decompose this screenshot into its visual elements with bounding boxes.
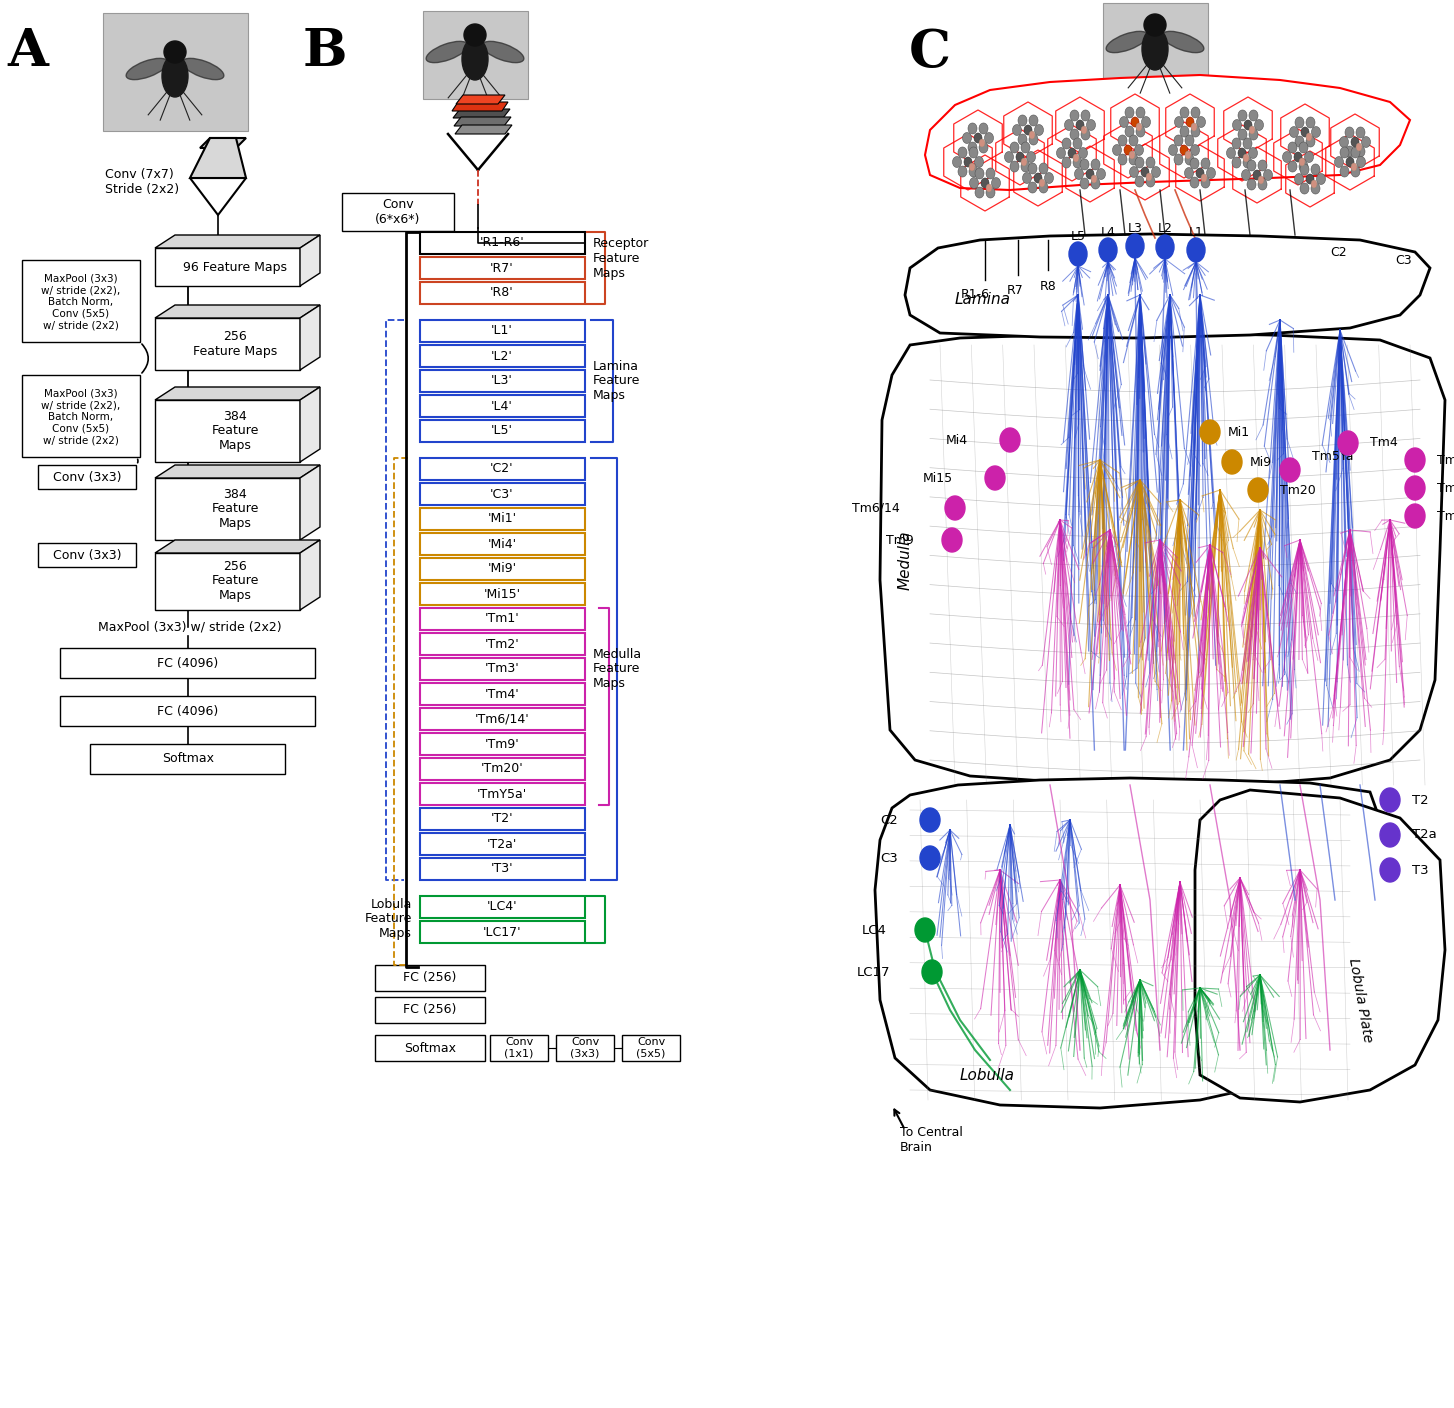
Text: Lamina
Feature
Maps: Lamina Feature Maps [593,359,640,403]
Ellipse shape [915,918,935,942]
Text: 256
Feature Maps: 256 Feature Maps [193,329,278,358]
Ellipse shape [968,166,979,177]
Ellipse shape [1106,31,1147,52]
Ellipse shape [986,187,995,199]
Ellipse shape [1073,153,1079,162]
Ellipse shape [1080,159,1089,170]
Text: MaxPool (3x3)
w/ stride (2x2),
Batch Norm,
Conv (5x5)
w/ stride (2x2): MaxPool (3x3) w/ stride (2x2), Batch Nor… [41,389,121,445]
Polygon shape [454,108,510,118]
Text: Tm2: Tm2 [1437,510,1454,522]
Ellipse shape [1237,130,1248,139]
Bar [420,634,585,655]
Ellipse shape [1186,117,1194,127]
Ellipse shape [1079,148,1088,159]
Ellipse shape [1316,173,1326,184]
Ellipse shape [1175,117,1184,128]
Ellipse shape [1185,168,1194,179]
Ellipse shape [1021,158,1027,166]
Polygon shape [190,177,246,215]
Ellipse shape [1242,169,1250,180]
Polygon shape [156,387,320,400]
Bar [342,193,454,231]
Ellipse shape [1298,142,1309,153]
Bar [156,400,300,462]
Ellipse shape [1255,120,1264,131]
Text: Mi9: Mi9 [1250,456,1272,469]
Polygon shape [880,334,1445,786]
Text: Conv
(3x3): Conv (3x3) [570,1038,599,1059]
Ellipse shape [1248,477,1268,503]
Ellipse shape [976,187,984,199]
Text: T2: T2 [1412,794,1429,807]
Bar [90,743,285,774]
Ellipse shape [1249,110,1258,121]
Ellipse shape [1191,127,1200,137]
Ellipse shape [1351,146,1359,158]
Ellipse shape [1027,152,1035,162]
Text: Medulla: Medulla [897,531,913,590]
Ellipse shape [1189,158,1200,169]
Text: 'C3': 'C3' [490,487,513,500]
Bar [375,997,486,1024]
Ellipse shape [1136,107,1144,118]
Text: R1-6: R1-6 [961,289,990,301]
Ellipse shape [1243,153,1249,162]
Text: 'R1-R6': 'R1-R6' [480,237,525,249]
Ellipse shape [952,156,961,168]
Text: Medulla
Feature
Maps: Medulla Feature Maps [593,648,643,690]
Text: 'LC4': 'LC4' [487,901,518,914]
Ellipse shape [1044,173,1054,183]
Ellipse shape [1080,130,1090,139]
Ellipse shape [1298,161,1309,172]
Ellipse shape [984,466,1005,490]
Text: 'Mi15': 'Mi15' [483,587,521,600]
Ellipse shape [1130,166,1138,177]
Ellipse shape [1351,137,1359,146]
Bar [420,583,585,605]
Ellipse shape [1073,138,1082,149]
Text: 'Tm9': 'Tm9' [484,738,519,750]
Text: 'L1': 'L1' [491,324,513,338]
Ellipse shape [1069,242,1088,266]
Ellipse shape [968,163,976,170]
Ellipse shape [968,146,979,158]
Ellipse shape [1357,156,1365,168]
Ellipse shape [1070,130,1079,139]
Ellipse shape [964,158,973,168]
Ellipse shape [1028,182,1037,193]
Text: Conv (3x3): Conv (3x3) [52,549,121,562]
Text: FC (256): FC (256) [403,972,457,984]
Ellipse shape [1021,161,1029,172]
Text: L2: L2 [1157,222,1172,235]
Ellipse shape [1181,145,1188,155]
Text: 'L5': 'L5' [491,424,513,438]
Ellipse shape [1162,31,1204,52]
Ellipse shape [1086,120,1095,131]
Text: LC17: LC17 [856,966,890,979]
Ellipse shape [1380,824,1400,848]
Bar [156,477,300,541]
Bar [420,857,585,880]
Text: C3: C3 [1394,255,1412,268]
Ellipse shape [1264,169,1272,180]
Ellipse shape [1232,158,1242,168]
Ellipse shape [1288,142,1297,153]
Text: Mi1: Mi1 [1229,425,1250,438]
Ellipse shape [958,166,967,177]
Text: L5: L5 [1070,230,1086,242]
Text: Tm20: Tm20 [1280,483,1316,497]
Ellipse shape [942,528,963,552]
Ellipse shape [1233,120,1242,131]
Text: 'C2': 'C2' [490,462,513,476]
Ellipse shape [1128,135,1138,146]
Ellipse shape [182,58,224,80]
Ellipse shape [1258,176,1264,184]
Text: Conv
(6*x6*): Conv (6*x6*) [375,199,420,227]
Ellipse shape [1191,145,1200,155]
Ellipse shape [1024,125,1032,135]
Text: Tm9: Tm9 [887,534,915,546]
Ellipse shape [1280,458,1300,482]
Ellipse shape [1156,235,1173,259]
Ellipse shape [1191,122,1197,131]
Ellipse shape [1090,159,1101,170]
